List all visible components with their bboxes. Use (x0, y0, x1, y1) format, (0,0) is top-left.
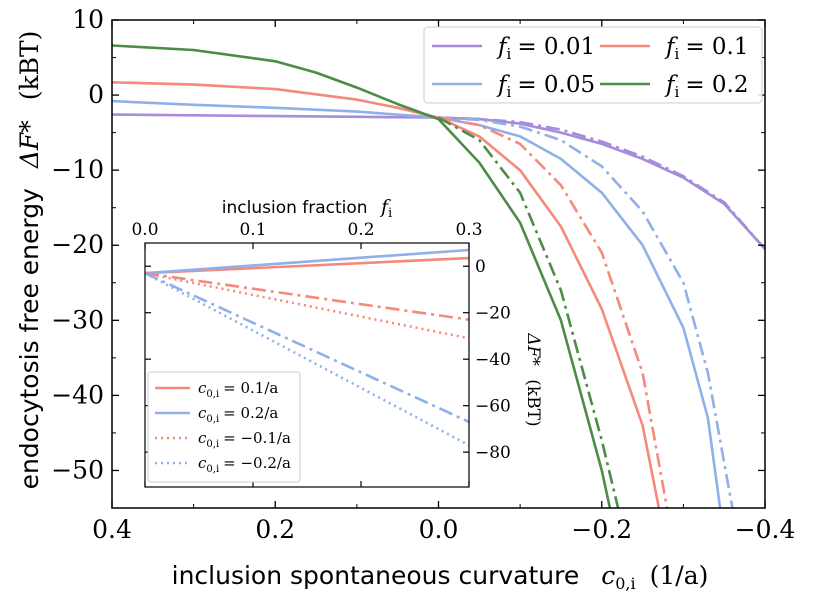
inset-legend-var: c (198, 379, 207, 397)
main-y-tick-label: −40 (51, 380, 104, 409)
main-legend-value: = 0.1 (685, 34, 748, 60)
inset-series-3-line (144, 272, 470, 447)
main-x-tick-label: 0.2 (255, 515, 295, 544)
inset-legend-sub: 0,i (206, 414, 219, 425)
inset-y-axis-title: ΔF* (kBT) (523, 332, 543, 426)
inset-axis-ticks: 0.0 0.1 0.2 0.3 0 −20 −40 −60 −80 (131, 220, 511, 487)
inset-y-tick-label: −20 (475, 304, 511, 324)
inset-legend-value: = 0.1/a (223, 379, 278, 397)
main-legend-label-0: fi = 0.01 (496, 34, 595, 63)
main-x-tick-label: 0.4 (92, 515, 132, 544)
main-x-axis-title-sub: 0,i (615, 574, 635, 593)
main-x-axis-title-text: inclusion spontaneous curvature (172, 561, 580, 590)
main-y-axis-title: endocytosis free energy ΔF* (kBT) (15, 31, 44, 490)
inset-legend-label-1: c0,i = 0.2/a (198, 404, 278, 425)
inset-y-axis-title-var: ΔF* (523, 332, 543, 366)
inset-x-tick-label: 0.1 (239, 220, 266, 240)
inset-x-axis-title-var: f (379, 196, 391, 218)
inset-y-tick-label: −80 (475, 443, 511, 463)
inset-x-tick-label: 0.0 (131, 220, 158, 240)
inset-series-1-line (144, 248, 470, 275)
main-series-3-dashdot-line (437, 116, 620, 508)
main-y-axis-title-text: endocytosis free energy (15, 188, 44, 490)
main-series-1-dashdot-line (438, 116, 734, 508)
inset-legend-value: = 0.2/a (223, 404, 278, 422)
inset-legend-sub: 0,i (206, 464, 219, 475)
inset-legend-label-3: c0,i = −0.2/a (198, 454, 291, 475)
inset-legend-label-0: c0,i = 0.1/a (198, 379, 278, 400)
main-legend-var: f (664, 72, 678, 98)
main-legend-var: f (496, 72, 510, 98)
main-legend-label-1: fi = 0.05 (496, 72, 595, 101)
main-x-tick-label: −0.2 (571, 515, 632, 544)
inset-y-tick-label: 0 (475, 257, 486, 277)
inset-legend-var: c (198, 404, 207, 422)
main-series-2-solid-line (112, 81, 661, 508)
main-y-tick-label: −10 (51, 155, 104, 184)
main-x-tick-label: −0.4 (735, 515, 796, 544)
inset-series-4-line (144, 271, 470, 321)
main-legend-var: f (664, 34, 678, 60)
main-legend-var: f (496, 34, 510, 60)
main-series-2-dashdot-line (438, 116, 669, 508)
main-axis-ticks: 0.4 0.2 0.0 −0.2 −0.4 10 0 −10 −20 −30 −40 −50 (51, 5, 795, 544)
inset-legend-box (147, 371, 301, 483)
main-legend-sub: i (675, 45, 680, 63)
main-y-axis-title-var: ΔF* (15, 120, 44, 169)
inset-series-5-line (144, 272, 470, 424)
main-legend-sub: i (675, 83, 680, 101)
inset-legend-sub: 0,i (206, 439, 219, 450)
main-y-tick-label: −20 (51, 230, 104, 259)
main-series-1-solid-line (112, 99, 722, 508)
main-legend-value: = 0.2 (685, 72, 748, 98)
inset-y-axis-title-unit: (kBT) (523, 379, 543, 426)
main-series-3-solid-line (112, 44, 612, 508)
inset-legend-value: = −0.1/a (223, 429, 291, 447)
main-legend-label-2: fi = 0.1 (664, 34, 749, 63)
inset-x-tick-label: 0.2 (347, 220, 374, 240)
inset-y-tick-label: −60 (475, 397, 511, 417)
inset-series-lines (144, 248, 470, 447)
main-x-axis-title: inclusion spontaneous curvature c0,i (1/a… (172, 561, 709, 593)
inset-legend-var: c (198, 454, 207, 472)
main-x-tick-label: 0.0 (419, 515, 459, 544)
main-x-axis-title-var: c (601, 561, 615, 590)
main-y-axis-title-unit: (kBT) (15, 31, 44, 101)
main-legend-sub: i (507, 45, 512, 63)
main-series-0-dashdot-line (438, 116, 765, 250)
main-legend-value: = 0.05 (517, 72, 595, 98)
main-y-tick-label: −50 (51, 455, 104, 484)
main-series-lines (112, 44, 765, 508)
main-y-tick-label: 10 (72, 5, 104, 34)
inset-legend-label-2: c0,i = −0.1/a (198, 429, 291, 450)
main-x-axis-title-unit: (1/a) (650, 561, 709, 590)
main-legend-box (423, 26, 763, 104)
inset-legend-sub: 0,i (206, 389, 219, 400)
inset-legend-var: c (198, 429, 207, 447)
inset-x-axis-title-sub: i (388, 206, 392, 221)
main-legend-value: = 0.01 (517, 34, 595, 60)
inset-y-tick-label: −40 (475, 350, 511, 370)
inset-x-tick-label: 0.3 (455, 220, 482, 240)
inset-x-axis-title: inclusion fraction fi (222, 196, 392, 221)
inset-x-axis-title-text: inclusion fraction (222, 198, 368, 218)
main-legend-label-3: fi = 0.2 (664, 72, 749, 101)
inset-legend-value: = −0.2/a (223, 454, 291, 472)
main-y-tick-label: 0 (88, 80, 104, 109)
inset-series-0-line (144, 256, 470, 275)
inset-series-2-line (144, 271, 470, 340)
main-y-tick-label: −30 (51, 305, 104, 334)
main-legend-sub: i (507, 83, 512, 101)
inset-legend: c0,i = 0.1/ac0,i = 0.2/ac0,i = −0.1/ac0,i = … (147, 371, 301, 483)
inset-plot-frame (144, 242, 470, 488)
